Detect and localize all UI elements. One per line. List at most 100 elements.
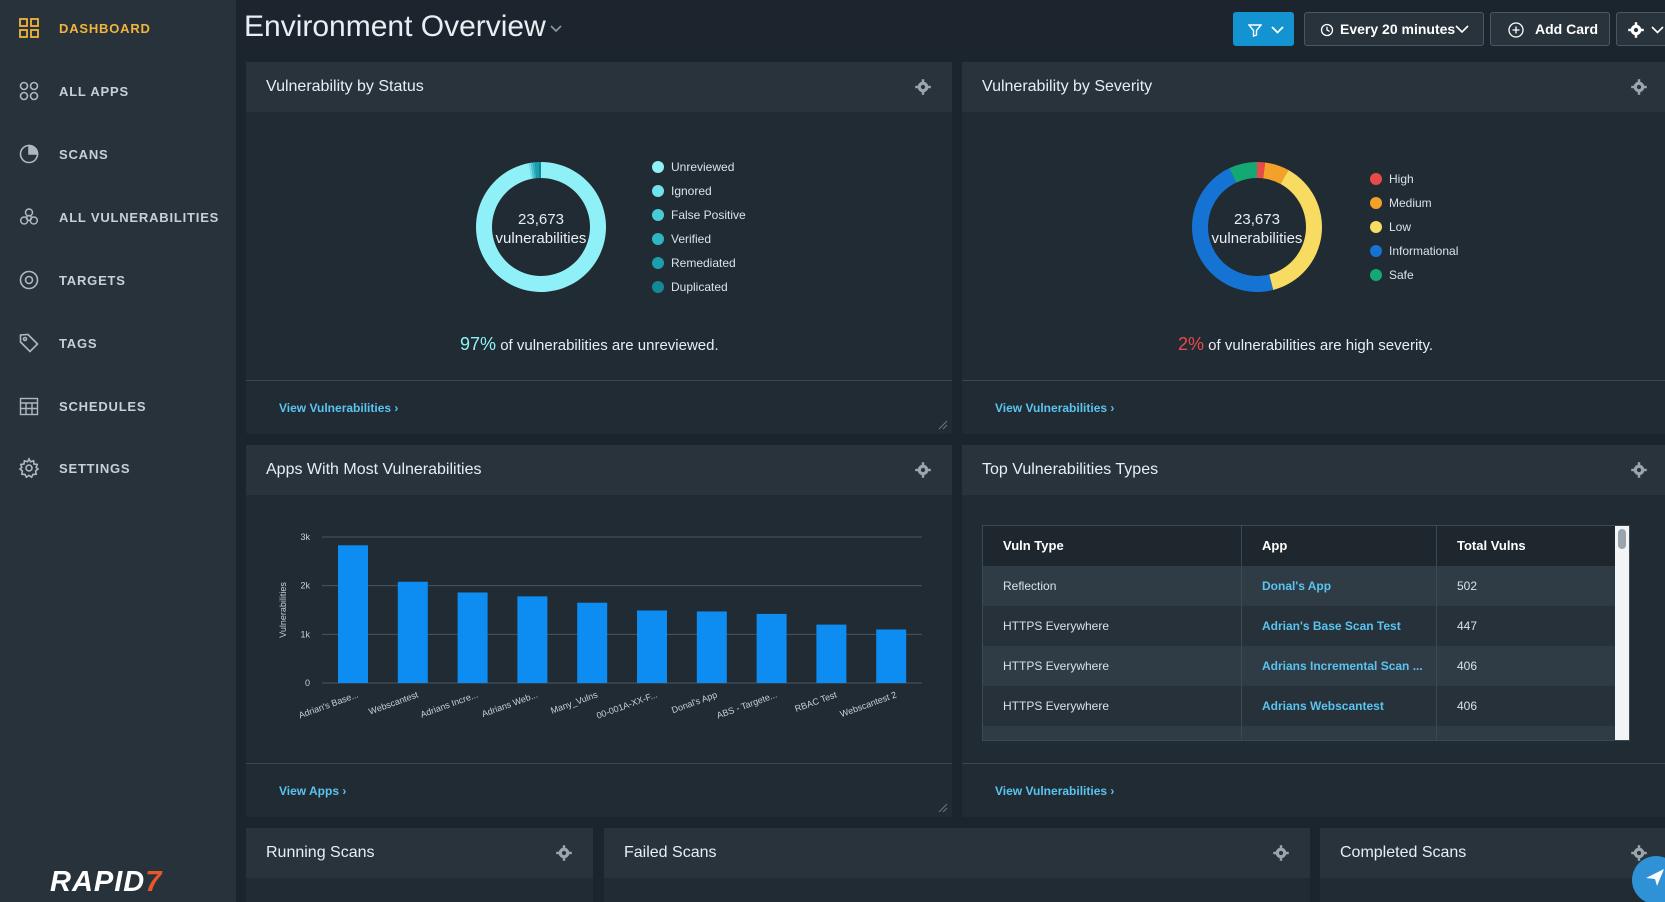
gear-icon[interactable] <box>1630 844 1648 862</box>
table-scrollbar[interactable] <box>1615 526 1629 740</box>
card-divider <box>962 380 1665 381</box>
legend-dot <box>1370 269 1382 281</box>
scan-radar-icon <box>19 144 39 164</box>
sidebar-item-targets[interactable]: TARGETS <box>0 260 236 300</box>
legend-item-medium[interactable]: Medium <box>1370 196 1432 210</box>
sidebar-item-all-apps[interactable]: ALL APPS <box>0 71 236 111</box>
x-tick-label: Many_Vulns <box>549 689 599 715</box>
bar[interactable] <box>338 545 368 683</box>
legend-dot <box>1370 197 1382 209</box>
gear-icon[interactable] <box>1630 78 1648 96</box>
legend-item-remediated[interactable]: Remediated <box>652 256 736 270</box>
donut-slice-remediated[interactable] <box>534 162 540 179</box>
y-tick-label: 0 <box>305 678 310 688</box>
legend-dot <box>652 161 664 173</box>
legend-dot <box>1370 221 1382 233</box>
y-axis-label: Vulnerabilities <box>278 582 288 638</box>
legend-item-safe[interactable]: Safe <box>1370 268 1414 282</box>
gear-icon[interactable] <box>1272 844 1290 862</box>
status-donut-chart <box>476 162 606 292</box>
card-divider <box>246 763 952 764</box>
help-chat-button[interactable] <box>1632 856 1665 902</box>
gear-icon[interactable] <box>1630 461 1648 479</box>
legend-dot <box>652 185 664 197</box>
view-vulnerabilities-link[interactable]: View Vulnerabilities › <box>279 401 399 415</box>
table-row[interactable]: HTTPS Everywhere Adrians Webscantest 406 <box>983 686 1629 726</box>
bar[interactable] <box>577 602 608 683</box>
filter-button[interactable] <box>1233 12 1294 46</box>
column-header-vuln-type[interactable]: Vuln Type <box>1003 538 1064 553</box>
donut-slice-low[interactable] <box>1269 170 1322 290</box>
donut-slice-high[interactable] <box>1257 162 1266 179</box>
legend-item-unreviewed[interactable]: Unreviewed <box>652 160 734 174</box>
bar[interactable] <box>876 629 907 683</box>
legend-item-false-positive[interactable]: False Positive <box>652 208 746 222</box>
legend-item-low[interactable]: Low <box>1370 220 1411 234</box>
bar[interactable] <box>816 624 847 683</box>
table-row[interactable]: HTTPS Everywhere Adrian's Base Scan Test… <box>983 606 1629 646</box>
app-link[interactable]: Donal's App <box>1262 579 1332 593</box>
donut-slice-false-positive[interactable] <box>530 162 535 179</box>
card-header: Failed Scans <box>604 828 1310 878</box>
table-row[interactable]: Reflection Donal's App 502 <box>983 566 1629 606</box>
chevron-down-icon[interactable] <box>549 22 563 36</box>
bar[interactable] <box>457 592 488 683</box>
column-header-total-vulns[interactable]: Total Vulns <box>1457 538 1526 553</box>
table-row[interactable] <box>983 726 1629 740</box>
gear-icon[interactable] <box>914 78 932 96</box>
add-card-button[interactable]: Add Card <box>1490 12 1610 46</box>
view-vulnerabilities-link[interactable]: View Vulnerabilities › <box>995 401 1115 415</box>
sidebar-item-dashboard[interactable]: DASHBOARD <box>0 8 236 48</box>
bar[interactable] <box>696 611 727 683</box>
sidebar-item-all-vulnerabilities[interactable]: ALL VULNERABILITIES <box>0 197 236 237</box>
total-vulns-cell: 406 <box>1457 659 1478 673</box>
bar[interactable] <box>756 613 787 683</box>
donut-slice-verified[interactable] <box>532 162 537 179</box>
bar[interactable] <box>637 610 667 683</box>
sidebar-item-label: ALL VULNERABILITIES <box>59 209 220 225</box>
refresh-interval-dropdown[interactable]: Every 20 minutes <box>1304 12 1484 46</box>
gear-icon[interactable] <box>555 844 573 862</box>
sidebar-item-scans[interactable]: SCANS <box>0 134 236 174</box>
legend-item-high[interactable]: High <box>1370 172 1414 186</box>
donut-slice-ignored[interactable] <box>528 162 534 179</box>
donut-slice-medium[interactable] <box>1263 162 1289 185</box>
gear-icon[interactable] <box>914 461 932 479</box>
resize-grip-icon[interactable] <box>938 420 948 430</box>
sidebar-item-settings[interactable]: SETTINGS <box>0 448 236 488</box>
legend-item-ignored[interactable]: Ignored <box>652 184 712 198</box>
bar[interactable] <box>397 581 428 683</box>
legend-item-verified[interactable]: Verified <box>652 232 711 246</box>
column-header-app[interactable]: App <box>1262 538 1288 553</box>
legend-item-informational[interactable]: Informational <box>1370 244 1458 258</box>
view-vulnerabilities-link[interactable]: View Vulnerabilities › <box>995 784 1115 798</box>
sidebar-item-schedules[interactable]: SCHEDULES <box>0 386 236 426</box>
legend-item-duplicated[interactable]: Duplicated <box>652 280 728 294</box>
tag-icon <box>19 333 39 353</box>
y-tick-label: 3k <box>300 532 310 542</box>
column-divider <box>1436 526 1437 740</box>
sidebar-item-tags[interactable]: TAGS <box>0 323 236 363</box>
card-header: Apps With Most Vulnerabilities <box>246 445 952 495</box>
view-apps-link[interactable]: View Apps › <box>279 784 347 798</box>
gear-icon <box>1628 22 1644 38</box>
x-tick-label: RBAC Test <box>793 689 838 714</box>
app-link[interactable]: Adrians Webscantest <box>1262 699 1384 713</box>
donut-center-label: 23,673 vulnerabilities <box>466 210 616 248</box>
target-icon <box>19 270 39 290</box>
dashboard-settings-button[interactable] <box>1616 12 1665 46</box>
sidebar-item-label: SETTINGS <box>59 460 131 476</box>
card-vulnerability-by-severity: Vulnerability by Severity 23,673 vulnera… <box>962 62 1665 434</box>
x-tick-label: 00-001A-XX-F... <box>595 689 659 720</box>
resize-grip-icon[interactable] <box>938 803 948 813</box>
app-link[interactable]: Adrian's Base Scan Test <box>1262 619 1401 633</box>
app-link[interactable]: Adrians Incremental Scan ... <box>1262 659 1422 673</box>
x-tick-label: Webscantest 2 <box>839 689 898 719</box>
donut-slice-duplicated[interactable] <box>538 162 541 179</box>
scrollbar-thumb[interactable] <box>1618 529 1626 549</box>
bar[interactable] <box>517 596 548 683</box>
page-title: Environment Overview <box>244 10 546 43</box>
donut-slice-safe[interactable] <box>1229 162 1257 183</box>
donut-slice-informational[interactable] <box>1192 168 1274 292</box>
table-row[interactable]: HTTPS Everywhere Adrians Incremental Sca… <box>983 646 1629 686</box>
